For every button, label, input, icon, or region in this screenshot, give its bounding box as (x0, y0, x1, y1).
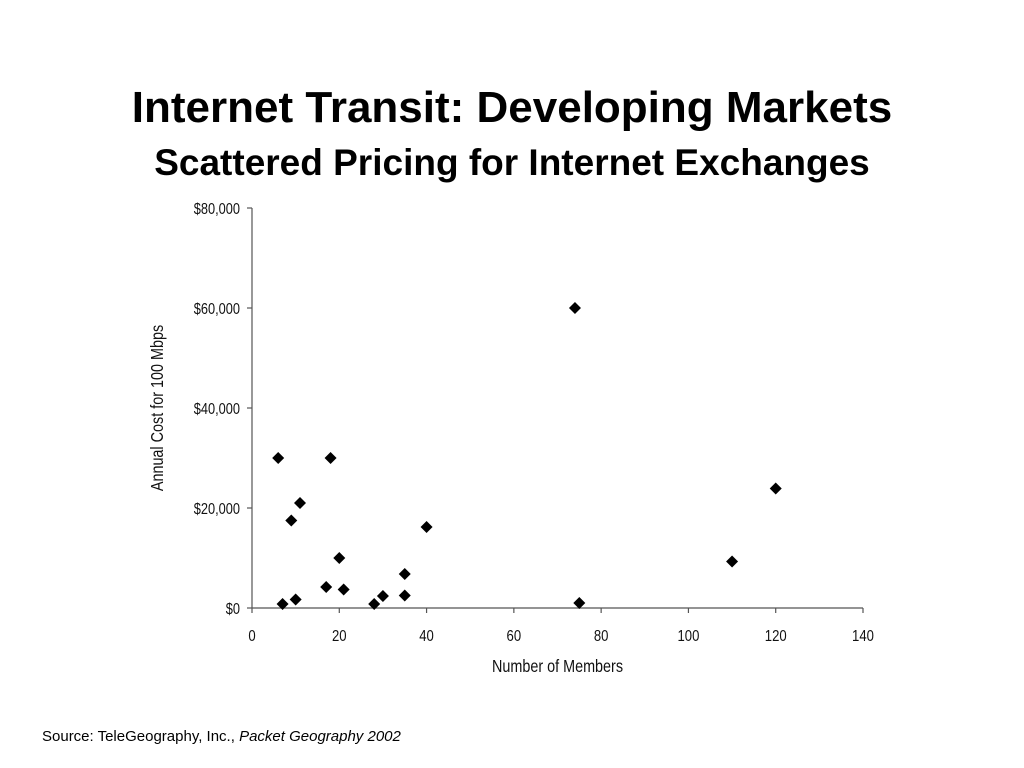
data-point-diamond (769, 482, 782, 495)
data-point-diamond (568, 302, 581, 314)
x-axis-title: Number of Members (492, 657, 623, 677)
x-tick-label: 0 (248, 628, 255, 645)
data-point-diamond (398, 589, 411, 602)
ticks: 0 20 40 60 80 100 120 140 $0 $20,000 $40,000 $60,00… (194, 201, 874, 646)
data-point-diamond (276, 598, 289, 610)
data-point-diamond (376, 590, 389, 602)
data-point-diamond (294, 497, 307, 509)
x-tick-label: 120 (765, 628, 787, 645)
y-tick-label: $20,000 (194, 501, 240, 519)
data-point-diamond (333, 552, 346, 564)
source-publication: Packet Geography 2002 (239, 728, 401, 745)
x-tick-label: 60 (507, 628, 522, 645)
x-tick-label: 40 (419, 628, 434, 645)
data-point-diamond (272, 452, 285, 464)
y-tick-label: $80,000 (194, 201, 240, 219)
y-tick-label: $0 (226, 601, 240, 619)
slide-title: Internet Transit: Developing Markets (131, 83, 893, 132)
y-axis-title: Annual Cost for 100 Mbps (148, 325, 168, 491)
data-point-diamond (289, 593, 302, 606)
x-tick-label: 20 (332, 628, 347, 645)
axis-labels: Number of Members Annual Cost for 100 Mbp… (148, 325, 624, 677)
y-tick-label: $40,000 (194, 401, 240, 419)
data-point-diamond (285, 514, 298, 527)
x-tick-label: 80 (594, 628, 609, 645)
data-point-diamond (420, 521, 433, 533)
source-note: Source: TeleGeography, Inc., Packet Geog… (42, 727, 401, 747)
axes (251, 208, 863, 609)
slide-subtitle: Scattered Pricing for Internet Exchanges (154, 142, 870, 183)
x-tick-label: 140 (852, 628, 874, 645)
data-point-diamond (726, 555, 739, 568)
data-point-diamond (324, 452, 337, 464)
data-point-diamond (337, 583, 350, 596)
y-tick-label: $60,000 (194, 301, 240, 319)
data-point-diamond (320, 581, 333, 593)
data-points (272, 302, 782, 610)
source-prefix: Source: TeleGeography, Inc., (42, 728, 235, 745)
x-tick-label: 100 (677, 628, 699, 645)
data-point-diamond (398, 568, 411, 580)
data-point-diamond (573, 597, 586, 609)
data-point-diamond (368, 598, 381, 610)
